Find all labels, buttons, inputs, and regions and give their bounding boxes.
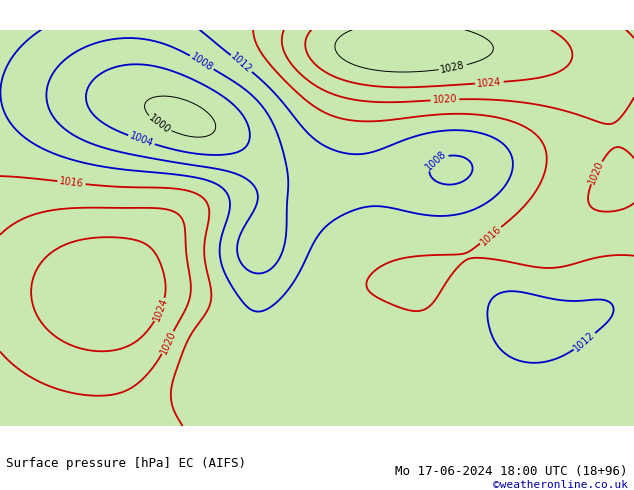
Text: 1000: 1000 <box>146 113 172 136</box>
Text: 1008: 1008 <box>424 149 448 173</box>
Text: 1020: 1020 <box>432 94 458 105</box>
Text: 1008: 1008 <box>189 51 215 74</box>
Text: ©weatheronline.co.uk: ©weatheronline.co.uk <box>493 480 628 490</box>
Text: 1024: 1024 <box>152 296 169 323</box>
Text: 1024: 1024 <box>477 77 502 89</box>
Text: 1016: 1016 <box>478 223 503 247</box>
Text: Surface pressure [hPa] EC (AIFS): Surface pressure [hPa] EC (AIFS) <box>6 457 247 469</box>
Text: 1028: 1028 <box>440 60 466 75</box>
Text: 1016: 1016 <box>59 176 84 189</box>
Text: 1012: 1012 <box>229 51 254 75</box>
Text: 1020: 1020 <box>586 159 605 186</box>
Text: 1012: 1012 <box>572 330 597 353</box>
Text: 1004: 1004 <box>128 131 155 149</box>
Text: Mo 17-06-2024 18:00 UTC (18+96): Mo 17-06-2024 18:00 UTC (18+96) <box>395 465 628 478</box>
Text: 1020: 1020 <box>158 329 178 356</box>
